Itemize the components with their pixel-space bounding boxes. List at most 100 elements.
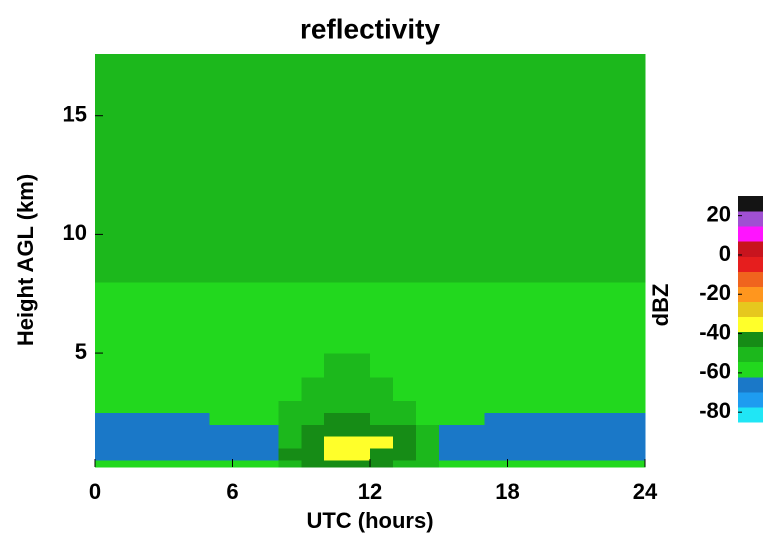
heatmap-cell <box>278 448 302 461</box>
heatmap-cell <box>507 388 531 402</box>
heatmap-cell <box>140 400 165 413</box>
heatmap-cell <box>278 281 302 307</box>
heatmap-cell <box>278 424 302 437</box>
heatmap-cell <box>392 186 417 235</box>
x-tick-label: 0 <box>89 479 101 504</box>
heatmap-cell <box>461 400 486 413</box>
heatmap-cell <box>370 234 394 283</box>
heatmap-cell <box>553 329 577 354</box>
heatmap-cell <box>370 436 394 449</box>
heatmap-cell <box>232 305 256 330</box>
heatmap-cell <box>301 412 325 425</box>
heatmap-cell <box>530 353 554 378</box>
heatmap-cell <box>507 329 531 354</box>
heatmap-cell <box>347 424 371 437</box>
heatmap-cell <box>95 388 119 402</box>
heatmap-cell <box>392 424 417 437</box>
colorbar-tick-label: -20 <box>699 280 731 305</box>
heatmap <box>95 54 646 468</box>
heatmap-cell <box>255 400 279 413</box>
heatmap-cell <box>324 281 348 307</box>
heatmap-cell <box>209 329 233 354</box>
heatmap-cell <box>301 186 325 235</box>
heatmap-cell <box>117 388 142 402</box>
heatmap-cell <box>507 400 531 413</box>
colorbar-band <box>738 346 763 363</box>
heatmap-cell <box>209 281 233 307</box>
heatmap-cell <box>576 281 600 307</box>
heatmap-cell <box>553 459 577 468</box>
heatmap-cell <box>347 234 371 283</box>
heatmap-cell <box>278 305 302 330</box>
heatmap-cell <box>255 54 279 188</box>
heatmap-cell <box>324 376 348 390</box>
heatmap-cell <box>599 459 623 468</box>
heatmap-cell <box>599 388 623 402</box>
heatmap-cell <box>140 448 165 461</box>
heatmap-cell <box>438 305 463 330</box>
heatmap-cell <box>461 388 486 402</box>
heatmap-cell <box>278 329 302 354</box>
colorbar-band <box>738 226 763 242</box>
heatmap-cell <box>599 329 623 354</box>
heatmap-cell <box>553 54 577 188</box>
heatmap-cell <box>209 305 233 330</box>
heatmap-cell <box>186 436 211 449</box>
heatmap-cell <box>530 54 554 188</box>
heatmap-cell <box>370 281 394 307</box>
heatmap-cell <box>301 424 325 437</box>
heatmap-cell <box>622 234 646 283</box>
heatmap-cell <box>438 376 463 390</box>
heatmap-cell <box>301 459 325 468</box>
heatmap-cell <box>392 234 417 283</box>
heatmap-cell <box>278 376 302 390</box>
heatmap-cell <box>232 436 256 449</box>
heatmap-cell <box>324 54 348 188</box>
heatmap-cell <box>507 54 531 188</box>
heatmap-cell <box>530 400 554 413</box>
heatmap-cell <box>95 234 119 283</box>
colorbar-band <box>738 241 763 257</box>
heatmap-cell <box>484 424 508 437</box>
heatmap-cell <box>576 459 600 468</box>
heatmap-cell <box>347 436 371 449</box>
heatmap-cell <box>553 186 577 235</box>
heatmap-cell <box>599 400 623 413</box>
heatmap-cell <box>163 54 188 188</box>
heatmap-cell <box>507 305 531 330</box>
heatmap-cell <box>438 388 463 402</box>
heatmap-cell <box>95 329 119 354</box>
heatmap-cell <box>461 436 486 449</box>
heatmap-cell <box>461 234 486 283</box>
heatmap-cell <box>347 388 371 402</box>
heatmap-cell <box>140 234 165 283</box>
heatmap-cell <box>209 424 233 437</box>
heatmap-cell <box>370 388 394 402</box>
heatmap-cell <box>95 186 119 235</box>
heatmap-cell <box>461 186 486 235</box>
heatmap-cell <box>392 376 417 390</box>
heatmap-cell <box>576 353 600 378</box>
heatmap-cell <box>163 281 188 307</box>
heatmap-cell <box>576 424 600 437</box>
heatmap-cell <box>186 234 211 283</box>
heatmap-cell <box>553 400 577 413</box>
heatmap-cell <box>95 54 119 188</box>
heatmap-cell <box>392 305 417 330</box>
heatmap-cell <box>438 353 463 378</box>
heatmap-cell <box>324 305 348 330</box>
colorbar-tick-label: 20 <box>707 201 731 226</box>
heatmap-cell <box>370 400 394 413</box>
heatmap-cell <box>255 305 279 330</box>
heatmap-cell <box>461 412 486 425</box>
colorbar-tick-label: -60 <box>699 359 731 384</box>
heatmap-cell <box>186 412 211 425</box>
heatmap-cell <box>370 353 394 378</box>
heatmap-cell <box>186 459 211 468</box>
heatmap-cell <box>255 388 279 402</box>
heatmap-cell <box>95 305 119 330</box>
heatmap-cell <box>163 186 188 235</box>
heatmap-cell <box>255 329 279 354</box>
